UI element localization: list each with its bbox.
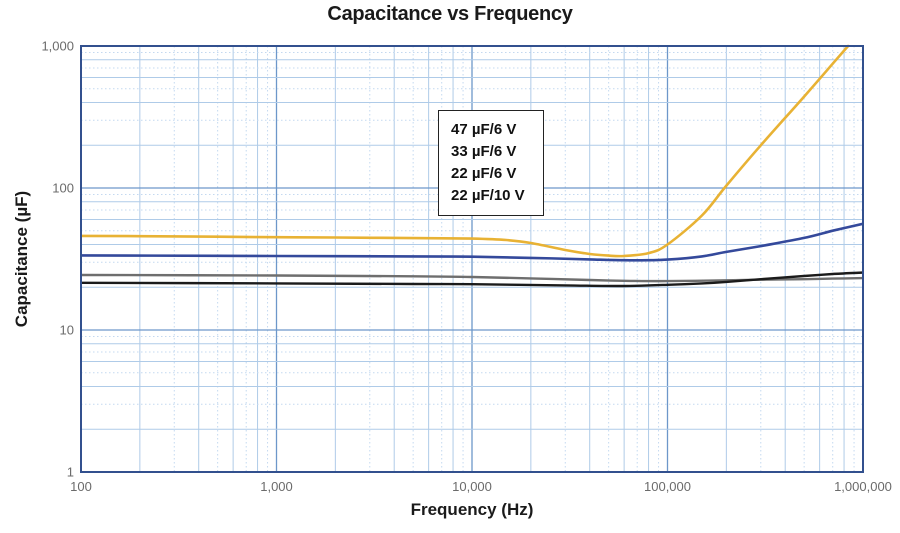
legend-entry: 47 µF/6 V (451, 121, 517, 138)
x-tick-label: 1,000 (260, 479, 293, 494)
legend-entry: 22 µF/10 V (451, 187, 525, 204)
legend-box: 47 µF/6 V 33 µF/6 V 22 µF/6 V 22 µF/10 V (438, 110, 544, 216)
chart-title: Capacitance vs Frequency (327, 3, 573, 25)
y-tick-label: 1,000 (41, 38, 74, 54)
y-tick-label: 100 (52, 180, 74, 196)
legend-entry: 22 µF/6 V (451, 165, 517, 182)
x-tick-label: 1,000,000 (834, 479, 892, 494)
x-tick-label: 10,000 (452, 479, 492, 494)
legend-entry: 33 µF/6 V (451, 143, 517, 160)
x-axis-title: Frequency (Hz) (410, 500, 534, 519)
series-curve (81, 222, 863, 262)
x-tick-label: 100 (70, 479, 92, 494)
series-curve (81, 271, 863, 288)
series-curve (81, 273, 863, 283)
y-tick-label: 1 (66, 464, 74, 480)
series-curve (81, 44, 850, 258)
y-tick-label: 10 (59, 322, 74, 338)
x-tick-label: 100,000 (644, 479, 691, 494)
